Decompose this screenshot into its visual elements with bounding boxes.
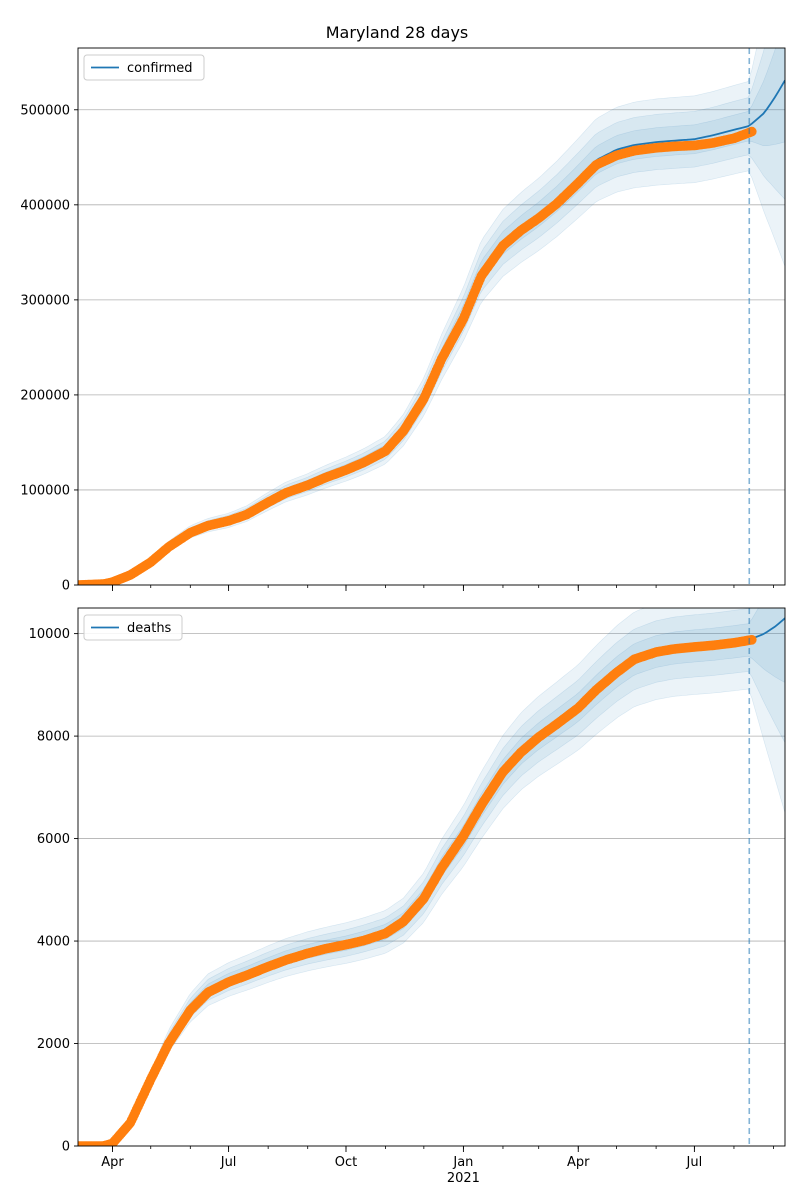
plot-area	[78, 608, 785, 1146]
x-tick-label: Jul	[686, 1155, 703, 1170]
y-tick-label: 500000	[20, 103, 70, 118]
y-tick-label: 300000	[20, 293, 70, 308]
y-tick-label: 0	[62, 579, 70, 594]
plot-area	[78, 48, 785, 585]
x-tick-label: Jul	[220, 1155, 237, 1170]
axes-frame	[77, 607, 786, 1147]
y-tick-label: 4000	[37, 935, 70, 950]
x-tick-label: Jan	[452, 1155, 473, 1170]
deaths-legend: deaths	[83, 614, 183, 641]
y-tick-label: 2000	[37, 1037, 70, 1052]
chart-title: Maryland 28 days	[326, 23, 469, 42]
y-tick-label: 0	[62, 1140, 70, 1155]
y-tick-label: 200000	[20, 388, 70, 403]
deaths-observed-points	[78, 635, 757, 1146]
legend-label: deaths	[127, 621, 172, 636]
y-tick-label: 6000	[37, 832, 70, 847]
legend-label: confirmed	[127, 61, 193, 76]
y-tick-label: 100000	[20, 483, 70, 498]
x-tick-label: Apr	[101, 1155, 124, 1170]
legend-box	[83, 54, 205, 81]
y-tick-label: 8000	[37, 730, 70, 745]
x-tick-label: Oct	[335, 1155, 357, 1170]
confirmed-panel: 0 100000 200000 300000 400000 500000 confirmed	[20, 47, 786, 594]
y-tick-label: 10000	[29, 627, 70, 642]
confirmed-legend: confirmed	[83, 54, 205, 81]
x-tick-label: Apr	[567, 1155, 590, 1170]
observed-point	[747, 635, 757, 645]
uncertainty-band-2	[78, 48, 785, 585]
axes-frame	[77, 47, 786, 586]
uncertainty-band-3	[78, 48, 785, 585]
x-tick-sublabel: 2021	[447, 1171, 480, 1186]
uncertainty-band-2	[78, 608, 785, 1146]
confirmed-observed-points	[78, 126, 757, 585]
legend-box	[83, 614, 183, 641]
observed-point	[747, 126, 757, 137]
y-tick-label: 400000	[20, 198, 70, 213]
